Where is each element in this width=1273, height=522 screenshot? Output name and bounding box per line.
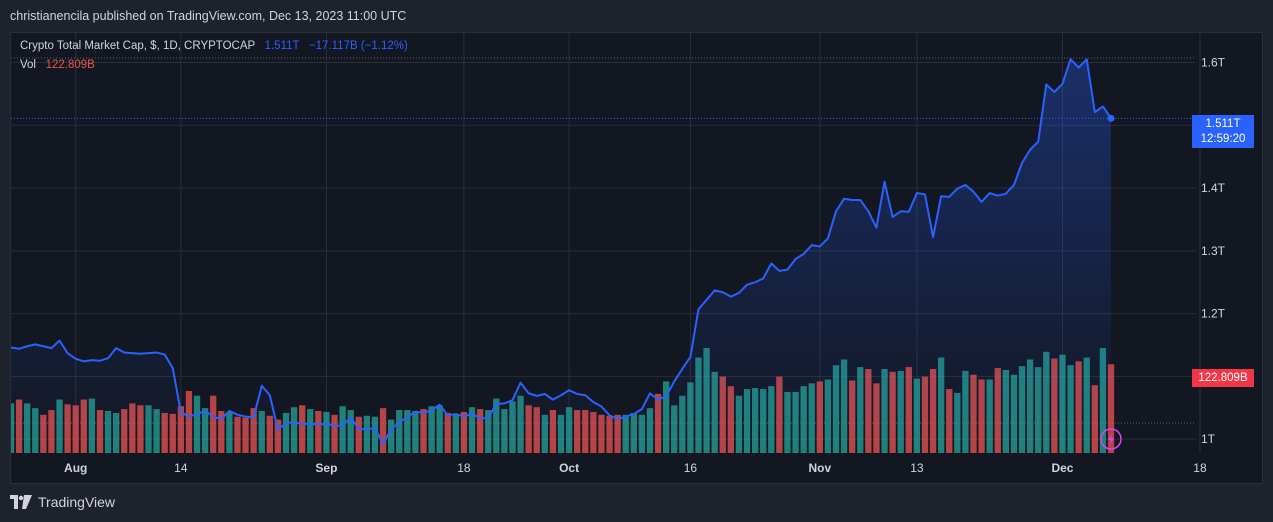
bar-countdown: 12:59:20	[1200, 133, 1246, 145]
legend-main: Crypto Total Market Cap, $, 1D, CRYPTOCA…	[20, 40, 408, 52]
chart-frame[interactable]: Aug 14 Sep 18 Oct 16 Nov 13 Dec 18 1.6T 1.4T 1.3T 1.…	[10, 32, 1263, 484]
x-tick-label: 13	[910, 461, 924, 475]
x-tick-label: Sep	[315, 461, 337, 475]
x-tick-label: 16	[684, 461, 698, 475]
price-line-path	[11, 58, 1112, 446]
x-tick-label: Nov	[808, 461, 831, 475]
lightning-icon[interactable]	[1100, 428, 1122, 450]
x-tick-label: Oct	[559, 461, 579, 475]
price-line	[11, 58, 1115, 446]
y-tick-label: 1.6T	[1201, 55, 1226, 69]
x-tick-label: Dec	[1051, 461, 1073, 475]
volume-tag: 122.809B	[1192, 369, 1254, 387]
x-tick-label: 18	[1193, 461, 1207, 475]
legend-vol-value: 122.809B	[45, 59, 95, 71]
footer[interactable]: TradingView	[10, 494, 115, 510]
y-tick-label: 1.3T	[1201, 244, 1226, 258]
x-tick-label: 18	[457, 461, 471, 475]
volume-bar	[379, 408, 387, 453]
legend-vol-label: Vol	[20, 59, 36, 71]
last-price: 1.511T	[1205, 118, 1241, 130]
legend-change-pct: (−1.12%)	[360, 40, 408, 52]
price-chart[interactable]: Aug 14 Sep 18 Oct 16 Nov 13 Dec 18 1.6T 1.4T 1.3T 1.…	[11, 33, 1262, 483]
x-axis: Aug 14 Sep 18 Oct 16 Nov 13 Dec 18	[64, 461, 1207, 475]
x-tick-label: 14	[174, 461, 188, 475]
y-tick-label: 1.4T	[1201, 181, 1226, 195]
legend-last: 1.511T	[264, 40, 300, 52]
y-tick-label: 1T	[1201, 432, 1216, 446]
legend-volume: Vol 122.809B	[20, 59, 95, 71]
publish-line: christianencila published on TradingView…	[10, 9, 407, 23]
footer-brand: TradingView	[38, 494, 116, 510]
legend-symbol: Crypto Total Market Cap, $, 1D, CRYPTOCA…	[20, 40, 255, 52]
x-tick-label: Aug	[64, 461, 87, 475]
last-price-tag: 1.511T 12:59:20	[1192, 115, 1254, 148]
tradingview-logo-icon	[10, 495, 32, 509]
price-area-fill	[11, 59, 1111, 453]
legend-change: −17.117B	[308, 40, 358, 52]
y-tick-label: 1.2T	[1201, 307, 1226, 321]
last-price-dot	[1107, 114, 1115, 122]
price-area	[11, 59, 1111, 453]
